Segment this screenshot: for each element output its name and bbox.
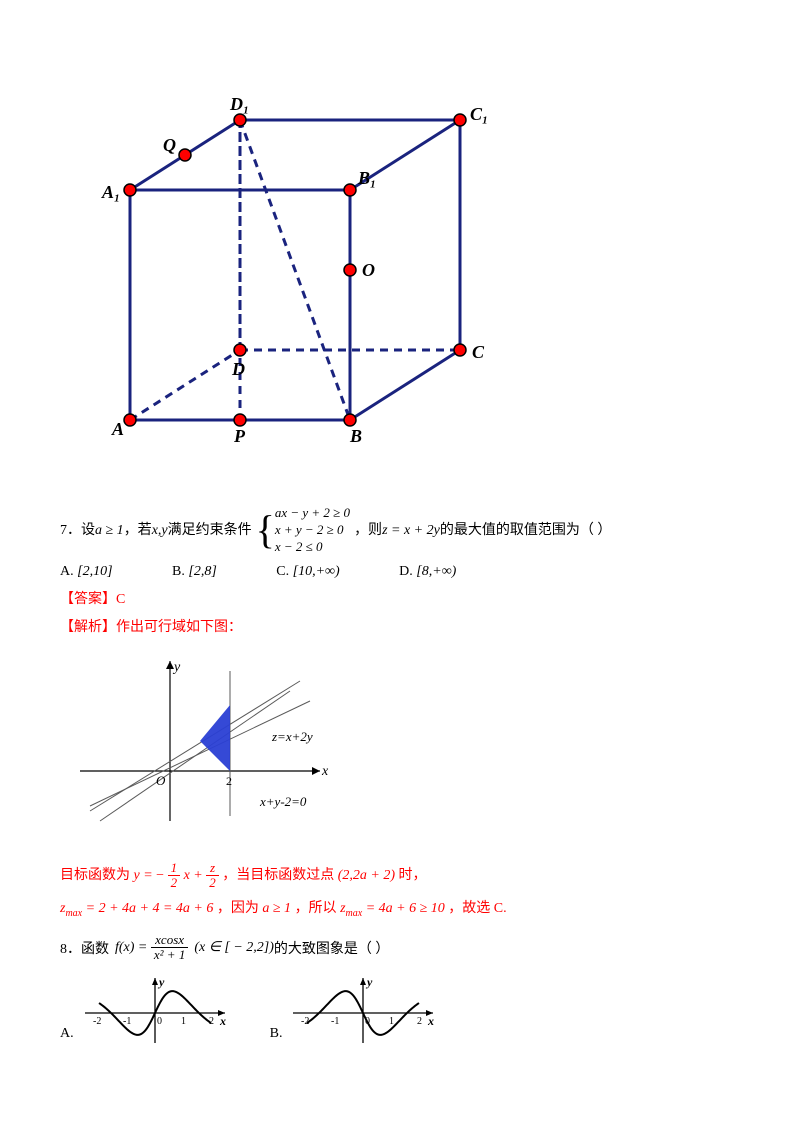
- constraint-3: x − 2 ≤ 0: [275, 539, 350, 556]
- svg-text:O: O: [156, 773, 166, 788]
- q7-work-1: 目标函数为 y = − 1 2 x + z 2 ，当目标函数过点 (2,2a +…: [60, 861, 760, 891]
- q8-graph-a: y x -2 -1 0 1 2: [80, 973, 230, 1048]
- svg-text:P: P: [233, 426, 246, 446]
- svg-text:x: x: [219, 1014, 226, 1028]
- svg-text:A₁: A₁: [101, 182, 120, 202]
- feasible-region-graph: O 2 y x z=x+2y x+y-2=0: [60, 651, 760, 846]
- svg-text:z=x+2y: z=x+2y: [271, 729, 313, 744]
- svg-text:0: 0: [365, 1016, 370, 1027]
- q7-obj: z = x + 2y: [382, 518, 440, 543]
- svg-text:D₁: D₁: [229, 94, 249, 114]
- q8-option-a: A. yx-2-1012: [60, 973, 230, 1048]
- q7-answer: 【答案】C: [60, 588, 760, 608]
- q7-tail: 的最大值的取值范围为（ ）: [440, 518, 612, 543]
- q8-option-b: B. yx-2-1012: [270, 973, 439, 1048]
- svg-text:x+y-2=0: x+y-2=0: [259, 794, 307, 809]
- q7-number: 7．: [60, 518, 81, 543]
- svg-text:y: y: [157, 975, 165, 989]
- svg-text:B: B: [349, 426, 362, 446]
- option-c: C. [10,+∞): [276, 564, 367, 579]
- svg-text:C: C: [472, 342, 485, 362]
- svg-text:1: 1: [181, 1016, 186, 1027]
- q7-options: A. [2,10] B. [2,8] C. [10,+∞) D. [8,+∞): [60, 564, 760, 580]
- q7-work-2: zmax = 2 + 4a + 4 = 4a + 6 ，因为 a ≥ 1 ，所以…: [60, 896, 760, 923]
- q8-number: 8．: [60, 938, 81, 958]
- constraint-1: ax − y + 2 ≥ 0: [275, 505, 350, 522]
- svg-text:2: 2: [209, 1016, 214, 1027]
- q7-mid2: 满足约束条件: [168, 518, 252, 543]
- q7-mid: ，若: [124, 518, 152, 543]
- q7-vars: x,y: [152, 518, 168, 543]
- option-d: D. [8,+∞): [399, 564, 484, 579]
- option-a: A. [2,10]: [60, 564, 141, 579]
- q8-tail: 的大致图象是（ ）: [274, 938, 390, 958]
- q7-pre: 设: [81, 518, 95, 543]
- feasible-svg: O 2 y x z=x+2y x+y-2=0: [60, 651, 350, 841]
- q8-graph-b: y x -2 -1 0 1 2: [288, 973, 438, 1048]
- frac-half: 1 2: [168, 861, 181, 891]
- svg-text:2: 2: [417, 1016, 422, 1027]
- cube-diagram: A B C D A₁ B₁ C₁ D₁ P Q O: [60, 40, 760, 475]
- svg-text:-1: -1: [331, 1016, 339, 1027]
- q7-explanation: 【解析】作出可行域如下图：: [60, 616, 760, 636]
- svg-text:-1: -1: [123, 1016, 131, 1027]
- svg-text:O: O: [362, 260, 375, 280]
- svg-text:x: x: [321, 764, 329, 779]
- q8-domain: (x ∈ [ − 2,2]): [194, 939, 274, 956]
- q8-options: A. yx-2-1012 B. yx-2-1012: [60, 973, 760, 1048]
- cube-svg: A B C D A₁ B₁ C₁ D₁ P Q O: [60, 40, 520, 470]
- svg-text:D: D: [231, 359, 245, 379]
- q7-after: ，则: [354, 518, 382, 543]
- frac-z2: z 2: [206, 861, 219, 891]
- svg-text:y: y: [172, 660, 181, 675]
- q7-stem: 7． 设 a ≥ 1 ，若 x,y 满足约束条件 { ax − y + 2 ≥ …: [60, 505, 760, 556]
- svg-text:0: 0: [157, 1016, 162, 1027]
- option-b: B. [2,8]: [172, 564, 245, 579]
- svg-text:x: x: [427, 1014, 434, 1028]
- svg-text:C₁: C₁: [470, 104, 488, 124]
- svg-text:A: A: [111, 419, 124, 439]
- svg-text:1: 1: [389, 1016, 394, 1027]
- q7-cond: a ≥ 1: [95, 518, 124, 543]
- svg-text:y: y: [365, 975, 373, 989]
- constraint-2: x + y − 2 ≥ 0: [275, 522, 350, 539]
- constraint-system: { ax − y + 2 ≥ 0 x + y − 2 ≥ 0 x − 2 ≤ 0: [256, 505, 350, 556]
- q8-func: f(x) = xcosx x² + 1: [115, 933, 188, 963]
- svg-text:B₁: B₁: [357, 168, 376, 188]
- q8-frac: xcosx x² + 1: [151, 933, 188, 963]
- svg-text:-2: -2: [93, 1016, 101, 1027]
- svg-text:Q: Q: [163, 135, 176, 155]
- svg-text:-2: -2: [301, 1016, 309, 1027]
- q8-pre: 函数: [81, 938, 109, 958]
- q8-stem: 8． 函数 f(x) = xcosx x² + 1 (x ∈ [ − 2,2])…: [60, 933, 760, 963]
- svg-text:2: 2: [226, 774, 232, 788]
